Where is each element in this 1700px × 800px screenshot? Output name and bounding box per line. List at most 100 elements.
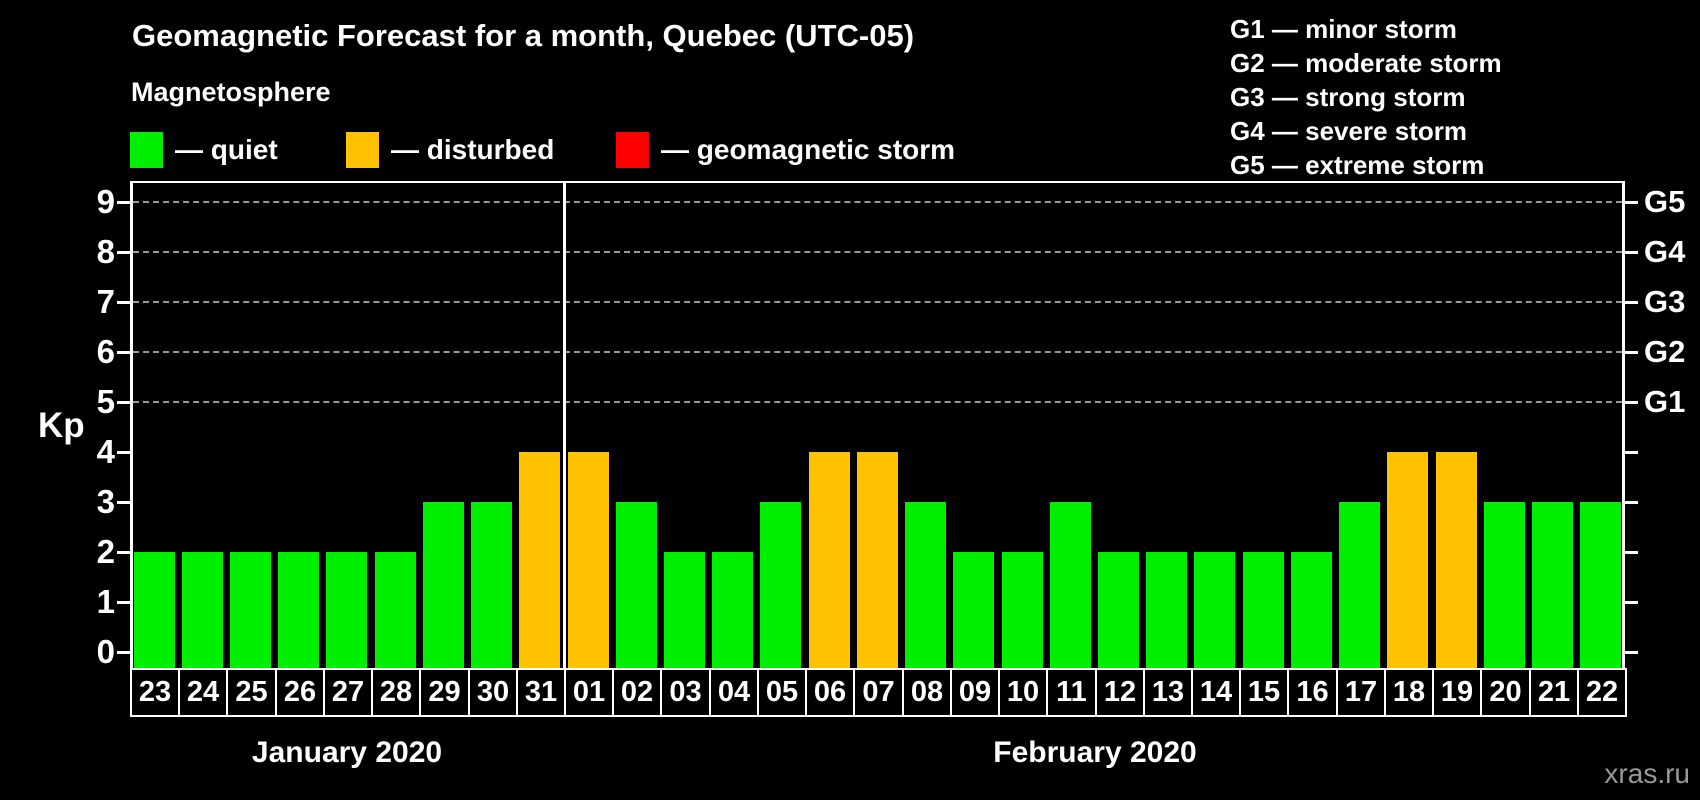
legend-row: — quiet — disturbed — geomagnetic storm — [0, 132, 1120, 168]
legend-label: — geomagnetic storm — [661, 134, 956, 165]
kp-bar — [134, 552, 175, 668]
y-tick-right — [1625, 501, 1638, 504]
kp-bar — [1243, 552, 1284, 668]
g-scale-label-g4: G4 — [1644, 234, 1686, 269]
day-label-box: 13 — [1143, 668, 1193, 717]
storm-scale-legend: G1 — minor storm G2 — moderate storm G3 — … — [1230, 12, 1502, 182]
day-label-box: 25 — [226, 668, 277, 717]
y-tick-right — [1625, 201, 1638, 204]
y-tick-label: 1 — [96, 583, 115, 620]
day-label-box: 01 — [564, 668, 614, 717]
kp-bar — [423, 502, 464, 668]
gridline-kp-6 — [133, 351, 1622, 353]
day-label-box: 28 — [371, 668, 421, 717]
day-label-box: 26 — [275, 668, 325, 717]
month-label: January 2020 — [251, 736, 443, 769]
y-tick-label: 0 — [96, 633, 115, 670]
gridline-kp-5 — [133, 401, 1622, 403]
geomagnetic-storm-swatch-icon — [616, 132, 649, 168]
storm-scale-item: G5 — extreme storm — [1230, 150, 1485, 180]
legend-label: — disturbed — [391, 134, 555, 165]
y-tick-left — [117, 551, 130, 554]
day-label-box: 18 — [1384, 668, 1434, 717]
y-tick-left — [117, 251, 130, 254]
gridline-kp-7 — [133, 301, 1622, 303]
y-tick-left — [117, 601, 130, 604]
kp-bar — [1291, 552, 1332, 668]
y-tick-right — [1625, 451, 1638, 454]
storm-scale-item: G2 — moderate storm — [1230, 48, 1502, 78]
month-separator-line — [563, 181, 566, 668]
kp-bar — [1532, 502, 1573, 668]
y-tick-left — [117, 401, 130, 404]
day-label-box: 16 — [1287, 668, 1338, 717]
quiet-swatch-icon — [130, 132, 163, 168]
day-label-box: 02 — [612, 668, 662, 717]
day-label-box: 11 — [1046, 668, 1097, 717]
day-label-box: 15 — [1239, 668, 1289, 717]
kp-bar — [953, 552, 994, 668]
kp-bar — [1580, 502, 1621, 668]
kp-bar — [1484, 502, 1525, 668]
day-label-box: 23 — [130, 668, 180, 717]
day-label-box: 24 — [178, 668, 228, 717]
kp-bar — [182, 552, 223, 668]
y-tick-left — [117, 451, 130, 454]
kp-bar — [1146, 552, 1187, 668]
kp-bar — [857, 452, 898, 668]
g-scale-label-g2: G2 — [1644, 334, 1686, 369]
gridline-kp-8 — [133, 251, 1622, 253]
y-tick-label: 9 — [96, 183, 115, 220]
day-label-box: 20 — [1480, 668, 1531, 717]
y-tick-label: 2 — [96, 533, 115, 570]
day-label-box: 14 — [1191, 668, 1241, 717]
g-scale-label-g5: G5 — [1644, 184, 1686, 219]
y-tick-right — [1625, 401, 1638, 404]
g-scale-label-g3: G3 — [1644, 284, 1686, 319]
kp-bar — [809, 452, 850, 668]
day-label-box: 09 — [950, 668, 1000, 717]
kp-bar — [760, 502, 801, 668]
kp-bar — [375, 552, 416, 668]
day-label-box: 22 — [1577, 668, 1627, 717]
day-label-box: 21 — [1529, 668, 1579, 717]
y-tick-right — [1625, 301, 1638, 304]
day-label-box: 31 — [516, 668, 566, 717]
month-label: February 2020 — [993, 736, 1197, 769]
kp-bar — [471, 502, 512, 668]
day-label-box: 10 — [998, 668, 1048, 717]
kp-bar — [616, 502, 657, 668]
day-label-box: 12 — [1095, 668, 1145, 717]
y-tick-left — [117, 501, 130, 504]
y-tick-right — [1625, 351, 1638, 354]
storm-scale-item: G3 — strong storm — [1230, 82, 1466, 112]
kp-bar — [230, 552, 271, 668]
watermark: xras.ru — [1604, 758, 1690, 789]
kp-bar — [1002, 552, 1043, 668]
day-label-box: 30 — [468, 668, 518, 717]
storm-scale-item: G4 — severe storm — [1230, 116, 1468, 146]
y-tick-left — [117, 201, 130, 204]
kp-bar — [519, 452, 560, 668]
storm-scale-item: G1 — minor storm — [1230, 14, 1457, 44]
kp-axis-title: Kp — [38, 406, 85, 445]
day-label-box: 17 — [1336, 668, 1386, 717]
legend-label: — quiet — [175, 134, 278, 165]
kp-bar — [326, 552, 367, 668]
g-scale-label-g1: G1 — [1644, 384, 1686, 419]
y-tick-label: 3 — [96, 483, 115, 520]
day-label-box: 04 — [709, 668, 759, 717]
kp-bar — [905, 502, 946, 668]
disturbed-swatch-icon — [346, 132, 379, 168]
y-tick-right — [1625, 251, 1638, 254]
y-tick-label: 8 — [96, 233, 115, 270]
y-tick-right — [1625, 551, 1638, 554]
y-tick-left — [117, 651, 130, 654]
y-tick-label: 7 — [96, 283, 115, 320]
gridline-kp-9 — [133, 201, 1622, 203]
y-tick-label: 4 — [96, 433, 115, 470]
y-tick-left — [117, 301, 130, 304]
kp-bar — [278, 552, 319, 668]
magnetosphere-subtitle: Magnetosphere — [131, 77, 331, 107]
